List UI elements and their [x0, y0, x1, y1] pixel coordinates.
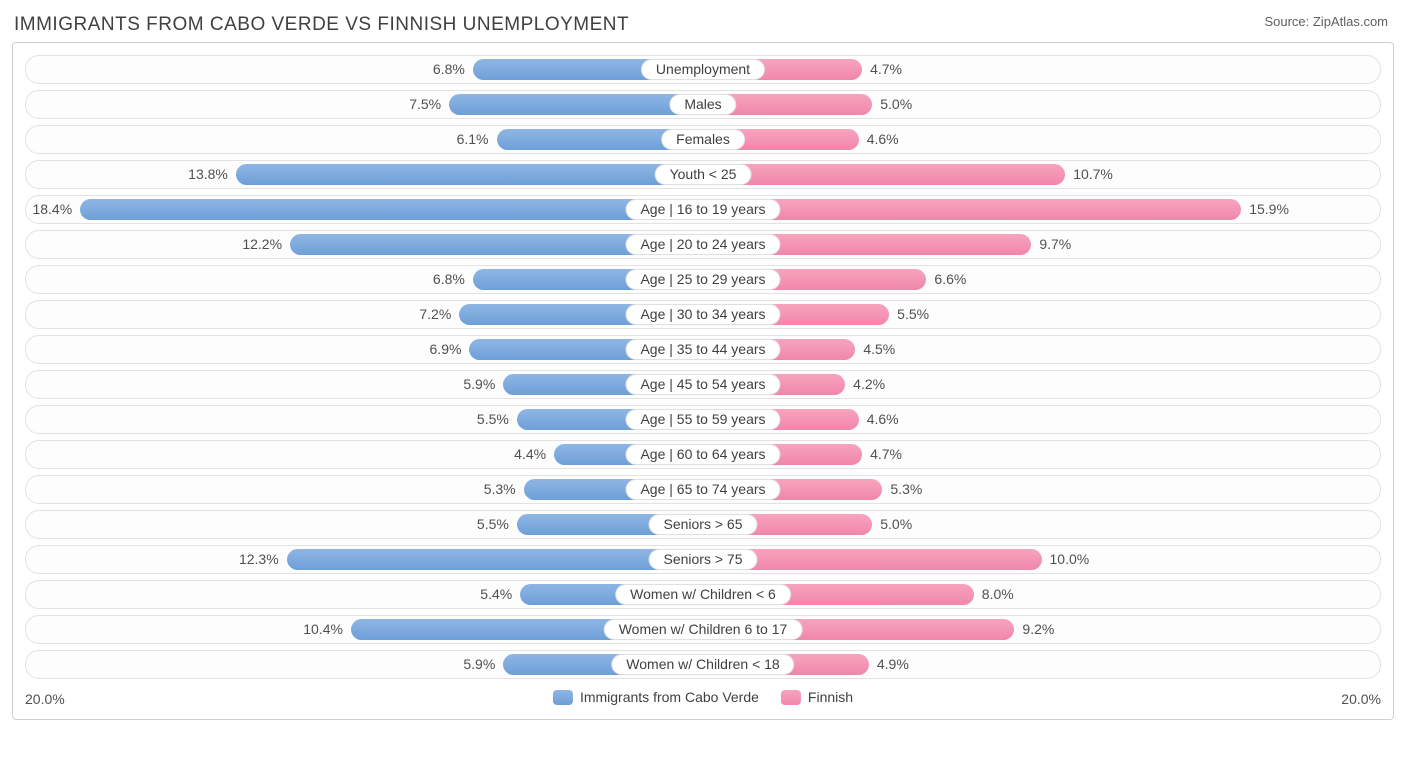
category-label: Unemployment — [641, 59, 765, 80]
value-right: 9.2% — [1022, 616, 1054, 645]
data-row: 13.8% 10.7% Youth < 25 — [25, 160, 1381, 189]
value-right: 5.0% — [880, 91, 912, 120]
diverging-bar-chart: 6.8% 4.7% Unemployment 7.5% 5.0% Males 6.1% 4.6… — [12, 42, 1394, 720]
legend-swatch-right — [781, 690, 801, 705]
value-right: 10.0% — [1050, 546, 1090, 575]
data-row: 10.4% 9.2% Women w/ Children 6 to 17 — [25, 615, 1381, 644]
bar-left — [236, 164, 703, 185]
value-right: 4.9% — [877, 651, 909, 680]
category-label: Age | 16 to 19 years — [625, 199, 780, 220]
category-label: Age | 20 to 24 years — [625, 234, 780, 255]
source-attribution: Source: ZipAtlas.com — [1264, 14, 1388, 29]
data-row: 6.8% 6.6% Age | 25 to 29 years — [25, 265, 1381, 294]
bar-right — [703, 199, 1241, 220]
value-left: 5.3% — [484, 476, 516, 505]
category-label: Age | 35 to 44 years — [625, 339, 780, 360]
data-row: 5.5% 4.6% Age | 55 to 59 years — [25, 405, 1381, 434]
category-label: Age | 60 to 64 years — [625, 444, 780, 465]
value-left: 7.2% — [419, 301, 451, 330]
value-left: 5.4% — [480, 581, 512, 610]
value-right: 4.6% — [867, 406, 899, 435]
category-label: Males — [669, 94, 736, 115]
value-left: 4.4% — [514, 441, 546, 470]
bar-right — [703, 164, 1065, 185]
legend-item-right: Finnish — [781, 689, 853, 705]
bar-left — [80, 199, 703, 220]
value-left: 13.8% — [188, 161, 228, 190]
category-label: Women w/ Children < 6 — [615, 584, 791, 605]
value-left: 6.8% — [433, 56, 465, 85]
data-row: 5.4% 8.0% Women w/ Children < 6 — [25, 580, 1381, 609]
value-left: 6.1% — [457, 126, 489, 155]
data-row: 5.3% 5.3% Age | 65 to 74 years — [25, 475, 1381, 504]
value-right: 15.9% — [1249, 196, 1289, 225]
legend-label-left: Immigrants from Cabo Verde — [580, 689, 759, 705]
value-right: 6.6% — [934, 266, 966, 295]
value-right: 4.7% — [870, 56, 902, 85]
data-row: 4.4% 4.7% Age | 60 to 64 years — [25, 440, 1381, 469]
value-right: 5.5% — [897, 301, 929, 330]
data-row: 12.2% 9.7% Age | 20 to 24 years — [25, 230, 1381, 259]
data-row: 12.3% 10.0% Seniors > 75 — [25, 545, 1381, 574]
value-left: 6.9% — [430, 336, 462, 365]
data-row: 5.5% 5.0% Seniors > 65 — [25, 510, 1381, 539]
data-row: 6.9% 4.5% Age | 35 to 44 years — [25, 335, 1381, 364]
value-right: 4.7% — [870, 441, 902, 470]
data-row: 6.8% 4.7% Unemployment — [25, 55, 1381, 84]
data-row: 7.5% 5.0% Males — [25, 90, 1381, 119]
value-right: 8.0% — [982, 581, 1014, 610]
value-right: 5.3% — [890, 476, 922, 505]
category-label: Females — [661, 129, 745, 150]
category-label: Age | 55 to 59 years — [625, 409, 780, 430]
chart-rows: 6.8% 4.7% Unemployment 7.5% 5.0% Males 6.1% 4.6… — [25, 55, 1381, 679]
value-left: 18.4% — [32, 196, 72, 225]
value-left: 6.8% — [433, 266, 465, 295]
legend-swatch-left — [553, 690, 573, 705]
value-left: 12.2% — [242, 231, 282, 260]
chart-title: IMMIGRANTS FROM CABO VERDE VS FINNISH UN… — [14, 14, 1394, 36]
category-label: Seniors > 75 — [649, 549, 758, 570]
value-left: 5.9% — [463, 371, 495, 400]
category-label: Age | 45 to 54 years — [625, 374, 780, 395]
category-label: Age | 30 to 34 years — [625, 304, 780, 325]
data-row: 6.1% 4.6% Females — [25, 125, 1381, 154]
category-label: Youth < 25 — [655, 164, 752, 185]
data-row: 7.2% 5.5% Age | 30 to 34 years — [25, 300, 1381, 329]
data-row: 5.9% 4.2% Age | 45 to 54 years — [25, 370, 1381, 399]
category-label: Age | 25 to 29 years — [625, 269, 780, 290]
value-right: 5.0% — [880, 511, 912, 540]
value-left: 7.5% — [409, 91, 441, 120]
category-label: Seniors > 65 — [649, 514, 758, 535]
value-left: 5.9% — [463, 651, 495, 680]
category-label: Women w/ Children 6 to 17 — [604, 619, 803, 640]
value-left: 5.5% — [477, 406, 509, 435]
axis-max-right: 20.0% — [1341, 691, 1381, 707]
legend-item-left: Immigrants from Cabo Verde — [553, 689, 759, 705]
value-right: 9.7% — [1039, 231, 1071, 260]
data-row: 5.9% 4.9% Women w/ Children < 18 — [25, 650, 1381, 679]
value-right: 4.6% — [867, 126, 899, 155]
chart-footer: 20.0% 20.0% Immigrants from Cabo Verde F… — [25, 689, 1381, 711]
value-left: 5.5% — [477, 511, 509, 540]
bar-left — [287, 549, 703, 570]
category-label: Age | 65 to 74 years — [625, 479, 780, 500]
category-label: Women w/ Children < 18 — [611, 654, 794, 675]
value-left: 10.4% — [303, 616, 343, 645]
legend-label-right: Finnish — [808, 689, 853, 705]
data-row: 18.4% 15.9% Age | 16 to 19 years — [25, 195, 1381, 224]
value-right: 10.7% — [1073, 161, 1113, 190]
value-right: 4.5% — [863, 336, 895, 365]
axis-max-left: 20.0% — [25, 691, 65, 707]
legend: Immigrants from Cabo Verde Finnish — [553, 689, 853, 705]
value-right: 4.2% — [853, 371, 885, 400]
bar-left — [449, 94, 703, 115]
value-left: 12.3% — [239, 546, 279, 575]
